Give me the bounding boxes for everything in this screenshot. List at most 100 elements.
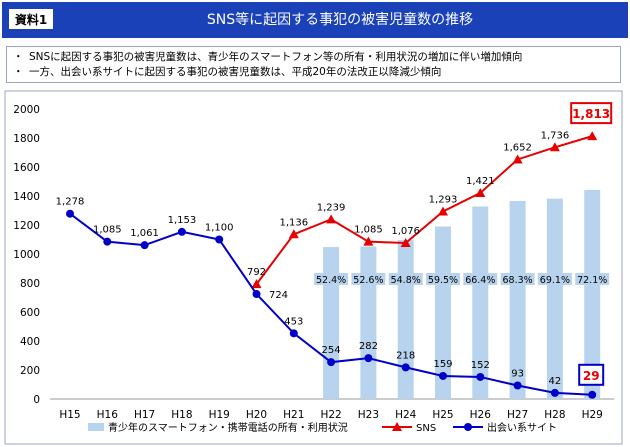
sns-marker <box>326 214 337 224</box>
usage-bar <box>360 246 377 399</box>
dating-site-data-label: 453 <box>284 316 303 327</box>
bar-label-bg <box>500 273 535 285</box>
dating-site-marker <box>588 390 597 399</box>
y-tick-label: 200 <box>20 365 40 377</box>
sns-highlight-label: 1,813 <box>572 107 610 121</box>
usage-bar <box>546 198 563 399</box>
dating-site-data-label: 1,061 <box>130 228 159 239</box>
sns-marker <box>549 142 560 152</box>
dating-site-data-label: 93 <box>511 369 524 380</box>
sns-marker <box>475 187 486 197</box>
sns-data-label: 1,085 <box>354 225 383 236</box>
sns-data-label: 1,136 <box>279 217 308 228</box>
sns-data-label: 1,421 <box>466 176 495 187</box>
bar-percent-label: 72.1% <box>577 275 607 286</box>
usage-bar <box>323 247 340 399</box>
dating-site-marker <box>177 227 186 236</box>
bar-percent-label: 68.3% <box>503 275 533 286</box>
x-tick-label: H21 <box>283 409 304 421</box>
x-tick-label: H29 <box>582 409 603 421</box>
sns-marker <box>288 229 299 239</box>
y-tick-label: 800 <box>20 278 40 290</box>
x-tick-label: H15 <box>59 409 80 421</box>
dating-site-data-label: 282 <box>359 341 378 352</box>
bar-percent-label: 69.1% <box>540 275 570 286</box>
legend-label-sns: SNS <box>416 423 436 434</box>
bar-label-bg <box>426 273 460 285</box>
usage-bar <box>472 206 489 399</box>
header-bar: 資料1 SNS等に起因する事犯の被害児童数の推移 <box>2 2 628 38</box>
dating-site-marker <box>103 237 112 246</box>
sns-data-label: 1,652 <box>503 142 532 153</box>
sns-marker <box>587 131 598 141</box>
dating-site-marker <box>401 363 410 372</box>
legend-swatch-bars <box>88 423 104 431</box>
sns-marker <box>363 236 374 246</box>
bar-percent-label: 52.6% <box>353 275 383 286</box>
dating-site-marker <box>327 358 336 367</box>
x-tick-label: H18 <box>171 409 192 421</box>
dating-site-data-label: 42 <box>549 376 562 387</box>
dating-site-marker <box>66 209 74 218</box>
dating-site-marker <box>513 381 522 390</box>
bar-label-bg <box>388 273 423 285</box>
bar-percent-label: 59.5% <box>428 275 458 286</box>
dating-site-highlight-label: 29 <box>583 369 600 383</box>
x-tick-label: H27 <box>507 409 528 421</box>
bar-percent-label: 54.8% <box>391 275 421 286</box>
y-tick-label: 1400 <box>13 191 40 203</box>
y-tick-label: 0 <box>33 394 40 406</box>
line-bar-chart: 0 200 400 600 800 1000 1200 1400 1600 1800 2000 H15… <box>4 90 623 445</box>
dating-site-marker <box>550 388 559 397</box>
summary-bullet-2: ・一方、出会い系サイトに起因する事犯の被害児童数は、平成20年の法改正以降減少傾… <box>13 65 620 80</box>
summary-text-2: 一方、出会い系サイトに起因する事犯の被害児童数は、平成20年の法改正以降減少傾向 <box>29 66 442 78</box>
document-badge: 資料1 <box>8 8 54 30</box>
sns-data-label: 1,239 <box>317 202 346 213</box>
x-tick-label: H22 <box>320 409 341 421</box>
dating-site-data-label: 1,153 <box>168 215 197 226</box>
summary-bullet-1: ・ SNSに起因する事犯の被害児童数は、青少年のスマートフォン等の所有・利用状況の… <box>13 50 620 65</box>
dating-site-highlight-box <box>578 363 605 386</box>
sns-marker <box>400 237 411 247</box>
bar-percent-label: 52.4% <box>316 275 346 286</box>
sns-marker <box>251 279 262 289</box>
usage-bar <box>435 226 451 399</box>
y-tick-label: 1000 <box>13 249 40 261</box>
y-tick-label: 1800 <box>13 133 40 145</box>
sns-marker <box>512 154 523 164</box>
dating-site-data-label: 724 <box>269 290 288 301</box>
sns-line <box>255 135 593 285</box>
dating-site-data-label: 254 <box>322 345 341 356</box>
summary-box: ・ SNSに起因する事犯の被害児童数は、青少年のスマートフォン等の所有・利用状況の… <box>6 46 621 83</box>
y-tick-label: 1600 <box>13 162 40 174</box>
sns-data-label: 1,293 <box>429 195 458 206</box>
x-tick-label: H23 <box>358 409 379 421</box>
dating-site-marker <box>140 241 149 250</box>
y-tick-label: 400 <box>20 336 40 348</box>
usage-bar <box>584 189 601 399</box>
dating-site-marker <box>364 354 373 363</box>
bar-label-bg <box>463 273 498 285</box>
dating-site-data-label: 218 <box>396 350 415 361</box>
dating-site-marker <box>215 235 224 244</box>
x-tick-label: H20 <box>246 409 267 421</box>
page-title: SNS等に起因する事犯の被害児童数の推移 <box>206 12 474 28</box>
y-tick-label: 600 <box>20 307 40 319</box>
dating-site-marker <box>289 329 298 338</box>
dating-site-marker <box>252 290 261 299</box>
sns-marker <box>438 206 448 216</box>
bar-label-bg <box>537 273 572 285</box>
sns-data-label: 792 <box>247 267 266 278</box>
bullet-marker: ・ <box>13 51 24 63</box>
dating-site-data-label: 1,278 <box>56 197 85 208</box>
summary-text-1: SNSに起因する事犯の被害児童数は、青少年のスマートフォン等の所有・利用状況の増… <box>29 51 523 63</box>
bar-label-bg <box>351 273 386 285</box>
x-tick-label: H26 <box>470 409 492 421</box>
dating-site-marker <box>476 372 485 381</box>
y-tick-label: 2000 <box>13 104 40 116</box>
bar-label-bg <box>575 273 610 285</box>
legend-label-bars: 青少年のスマートフォン・携帯電話の所有・利用状況 <box>108 421 348 434</box>
dating-site-data-label: 1,085 <box>93 225 122 236</box>
bullet-marker: ・ <box>13 66 24 78</box>
sns-data-label: 1,736 <box>541 130 570 141</box>
